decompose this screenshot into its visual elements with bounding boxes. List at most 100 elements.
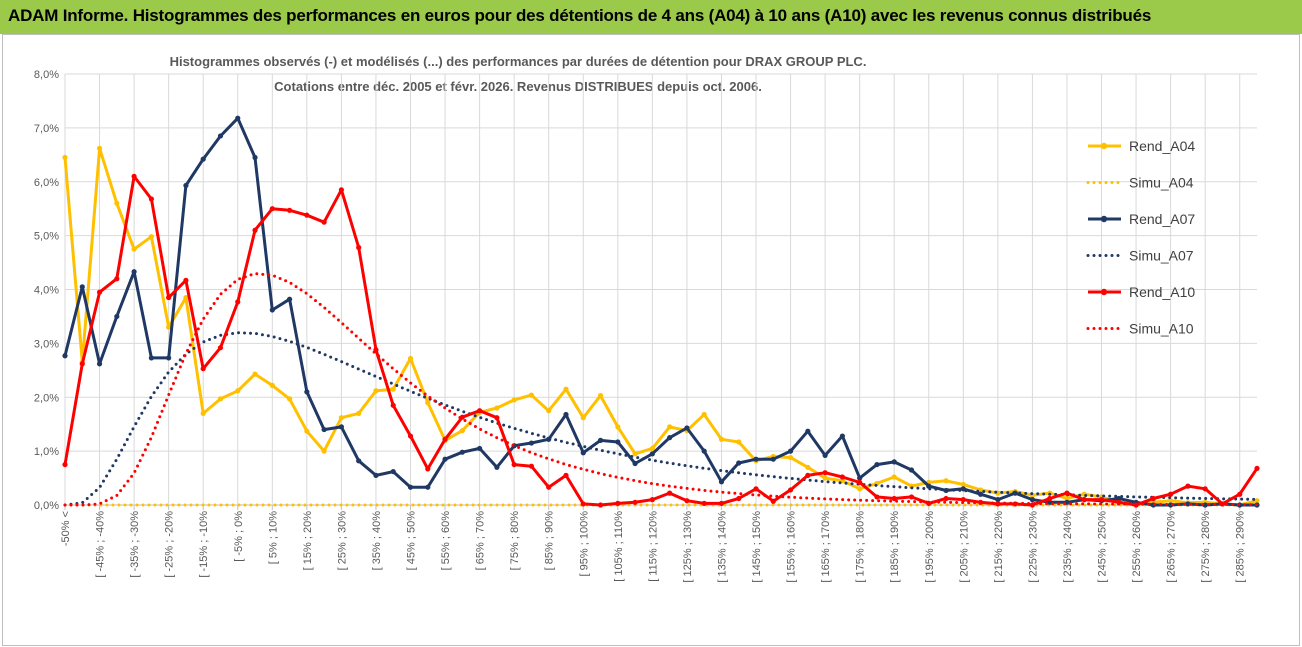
data-point-rend_a04 (494, 405, 500, 411)
y-tick-label: 5,0% (34, 231, 59, 243)
data-point-rend_a04 (580, 415, 586, 421)
legend-marker-rend_a04 (1100, 142, 1108, 150)
series-line-rend_a10 (63, 174, 1259, 507)
data-point-rend_a10 (511, 461, 517, 468)
x-tick-label: [ 185% ; 190% (889, 511, 901, 583)
series-line-rend_a07 (63, 116, 1257, 507)
x-tick-label: [ 25% ; 30% (336, 511, 348, 571)
data-point-rend_a10 (839, 474, 845, 480)
data-point-rend_a10 (200, 366, 206, 372)
data-point-rend_a10 (217, 345, 224, 351)
data-point-rend_a07 (995, 497, 1001, 503)
data-point-rend_a10 (425, 466, 431, 472)
x-tick-label: [ -5% ; 0% (233, 511, 245, 562)
x-tick-label: [ 35% ; 40% (371, 511, 383, 571)
x-tick-label: [ 155% ; 160% (786, 511, 798, 583)
data-point-rend_a10 (321, 219, 327, 225)
data-point-rend_a07 (200, 156, 206, 162)
data-point-rend_a04 (736, 439, 742, 445)
data-point-rend_a10 (753, 486, 759, 492)
data-point-rend_a04 (787, 454, 794, 461)
data-point-rend_a10 (1202, 486, 1208, 492)
data-point-rend_a07 (494, 464, 500, 470)
data-point-rend_a10 (649, 497, 655, 503)
data-point-rend_a04 (114, 200, 120, 206)
data-point-rend_a07 (528, 440, 535, 446)
y-tick-label: 4,0% (34, 285, 59, 297)
y-tick-label: 7,0% (34, 123, 59, 135)
data-point-rend_a07 (891, 459, 897, 465)
data-point-rend_a04 (252, 371, 258, 377)
data-point-rend_a07 (477, 445, 483, 452)
report-banner: ADAM Informe. Histogrammes des performan… (0, 0, 1302, 34)
data-point-rend_a07 (114, 313, 120, 320)
data-point-rend_a07 (235, 115, 241, 121)
data-point-rend_a07 (684, 425, 690, 431)
data-point-rend_a04 (200, 410, 206, 417)
legend: Rend_A04 Simu_A04 Rend_A07 Simu_A07 Rend_A10… (1086, 138, 1195, 337)
data-point-rend_a10 (736, 495, 742, 502)
data-point-rend_a07 (148, 355, 154, 361)
data-point-rend_a07 (183, 182, 189, 189)
data-point-rend_a10 (494, 415, 500, 421)
axes: 0,0% 1,0% 2,0% 3,0% 4,0% 5,0% 6,0% 7,0% 8,0% -50%… (34, 69, 1247, 583)
data-point-rend_a07 (649, 451, 655, 457)
data-point-rend_a10 (390, 402, 396, 408)
data-point-rend_a07 (269, 307, 275, 313)
data-point-rend_a10 (235, 299, 241, 305)
x-tick-label: -50% < (60, 511, 72, 546)
data-point-rend_a04 (943, 478, 949, 484)
data-point-rend_a10 (857, 479, 863, 485)
data-point-rend_a04 (667, 424, 673, 430)
data-point-rend_a07 (338, 424, 345, 430)
data-point-rend_a04 (546, 408, 552, 414)
data-point-rend_a07 (131, 269, 137, 275)
x-tick-label: [ 165% ; 170% (820, 511, 832, 583)
x-tick-label: [ 5% ; 10% (267, 511, 279, 564)
y-tick-label: 0,0% (34, 500, 59, 512)
data-point-rend_a07 (356, 458, 362, 464)
data-point-rend_a04 (632, 451, 638, 457)
legend-marker-rend_a10 (1100, 288, 1108, 296)
series-line-simu_a07 (63, 331, 1259, 507)
data-point-rend_a10 (632, 499, 638, 505)
x-tick-label: [ 55% ; 60% (440, 511, 452, 571)
data-point-rend_a04 (390, 386, 396, 392)
data-point-rend_a10 (701, 500, 707, 506)
x-tick-label: [ 215% ; 220% (993, 511, 1005, 583)
data-point-rend_a10 (1185, 483, 1191, 489)
data-point-rend_a04 (528, 392, 535, 398)
data-point-rend_a04 (62, 154, 68, 161)
data-point-rend_a04 (321, 448, 327, 454)
data-point-rend_a10 (874, 494, 880, 500)
x-tick-label: [ 245% ; 250% (1097, 511, 1109, 583)
data-point-rend_a04 (183, 294, 189, 301)
x-tick-label: [ 75% ; 80% (509, 511, 521, 571)
data-point-rend_a04 (718, 436, 725, 442)
data-point-rend_a04 (131, 246, 137, 252)
data-point-rend_a10 (597, 502, 604, 508)
data-point-rend_a10 (338, 187, 345, 193)
data-point-rend_a10 (891, 495, 897, 502)
data-point-rend_a10 (459, 414, 465, 420)
data-point-rend_a10 (477, 408, 483, 414)
data-point-rend_a10 (667, 490, 673, 496)
data-point-rend_a10 (166, 294, 172, 301)
data-point-rend_a04 (1254, 498, 1260, 504)
data-point-rend_a04 (822, 475, 828, 481)
data-point-rend_a07 (442, 456, 448, 462)
data-point-rend_a10 (1168, 491, 1174, 497)
data-point-rend_a10 (183, 277, 189, 283)
data-point-rend_a04 (615, 424, 621, 430)
data-point-rend_a04 (857, 486, 863, 492)
data-point-rend_a10 (908, 494, 915, 500)
data-point-rend_a07 (459, 449, 465, 455)
data-point-rend_a10 (615, 500, 621, 506)
data-point-rend_a10 (1081, 497, 1087, 503)
data-point-rend_a07 (770, 456, 776, 462)
data-point-rend_a07 (839, 433, 845, 439)
data-point-rend_a10 (304, 212, 310, 218)
data-point-rend_a10 (79, 361, 85, 367)
data-point-rend_a10 (269, 206, 275, 212)
y-tick-label: 8,0% (34, 69, 59, 81)
